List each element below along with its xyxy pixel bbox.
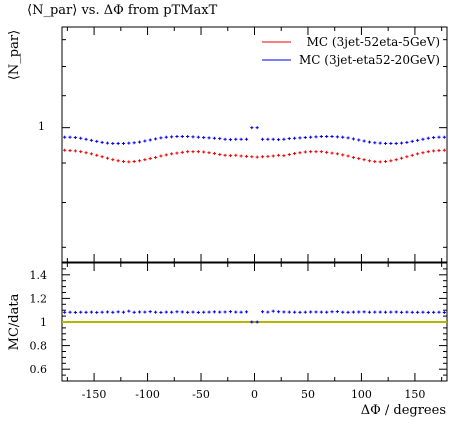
main-panel: 1 MC (3jet-52eta-5GeV) MC (3jet-eta52-20… — [38, 26, 448, 263]
x-tick-label: -50 — [192, 388, 210, 401]
x-tick-label: 0 — [251, 388, 258, 401]
x-tick-labels: -150 -100 -50 0 50 100 150 — [82, 388, 426, 401]
legend-label-series-2: MC (3jet-eta52-20GeV) — [299, 53, 440, 67]
x-tick-label: 50 — [301, 388, 315, 401]
ratio-y-axis-label: MC/data — [7, 293, 22, 350]
legend: MC (3jet-52eta-5GeV) MC (3jet-eta52-20Ge… — [262, 35, 440, 67]
ratio-y-tick-label: 0.6 — [30, 363, 48, 376]
y-tick-label-1: 1 — [38, 120, 45, 133]
chart-title: ⟨N_par⟩ vs. ΔΦ from pTMaxT — [27, 3, 218, 18]
ratio-y-tick-label: 1.2 — [30, 292, 48, 305]
ratio-axis-ticks — [62, 263, 447, 381]
x-tick-label: -150 — [82, 388, 107, 401]
ratio-y-tick-label: 0.8 — [30, 340, 48, 353]
y-axis-label: ⟨N_par⟩ — [7, 30, 22, 80]
x-tick-label: 150 — [404, 388, 425, 401]
x-axis-label: ΔΦ / degrees — [361, 403, 446, 418]
ratio-panel: 0.6 0.8 1 1.2 1.4 — [30, 262, 448, 382]
ratio-series-layer — [63, 309, 446, 324]
main-axis-ticks — [62, 27, 447, 262]
ratio-y-tick-label: 1.4 — [30, 269, 48, 282]
ratio-y-tick-label: 1 — [40, 316, 47, 329]
legend-label-series-1: MC (3jet-52eta-5GeV) — [307, 35, 440, 49]
ratio-y-tick-labels: 0.6 0.8 1 1.2 1.4 — [30, 269, 48, 376]
main-series-layer — [63, 126, 446, 164]
x-tick-label: -100 — [135, 388, 160, 401]
x-tick-label: 100 — [351, 388, 372, 401]
